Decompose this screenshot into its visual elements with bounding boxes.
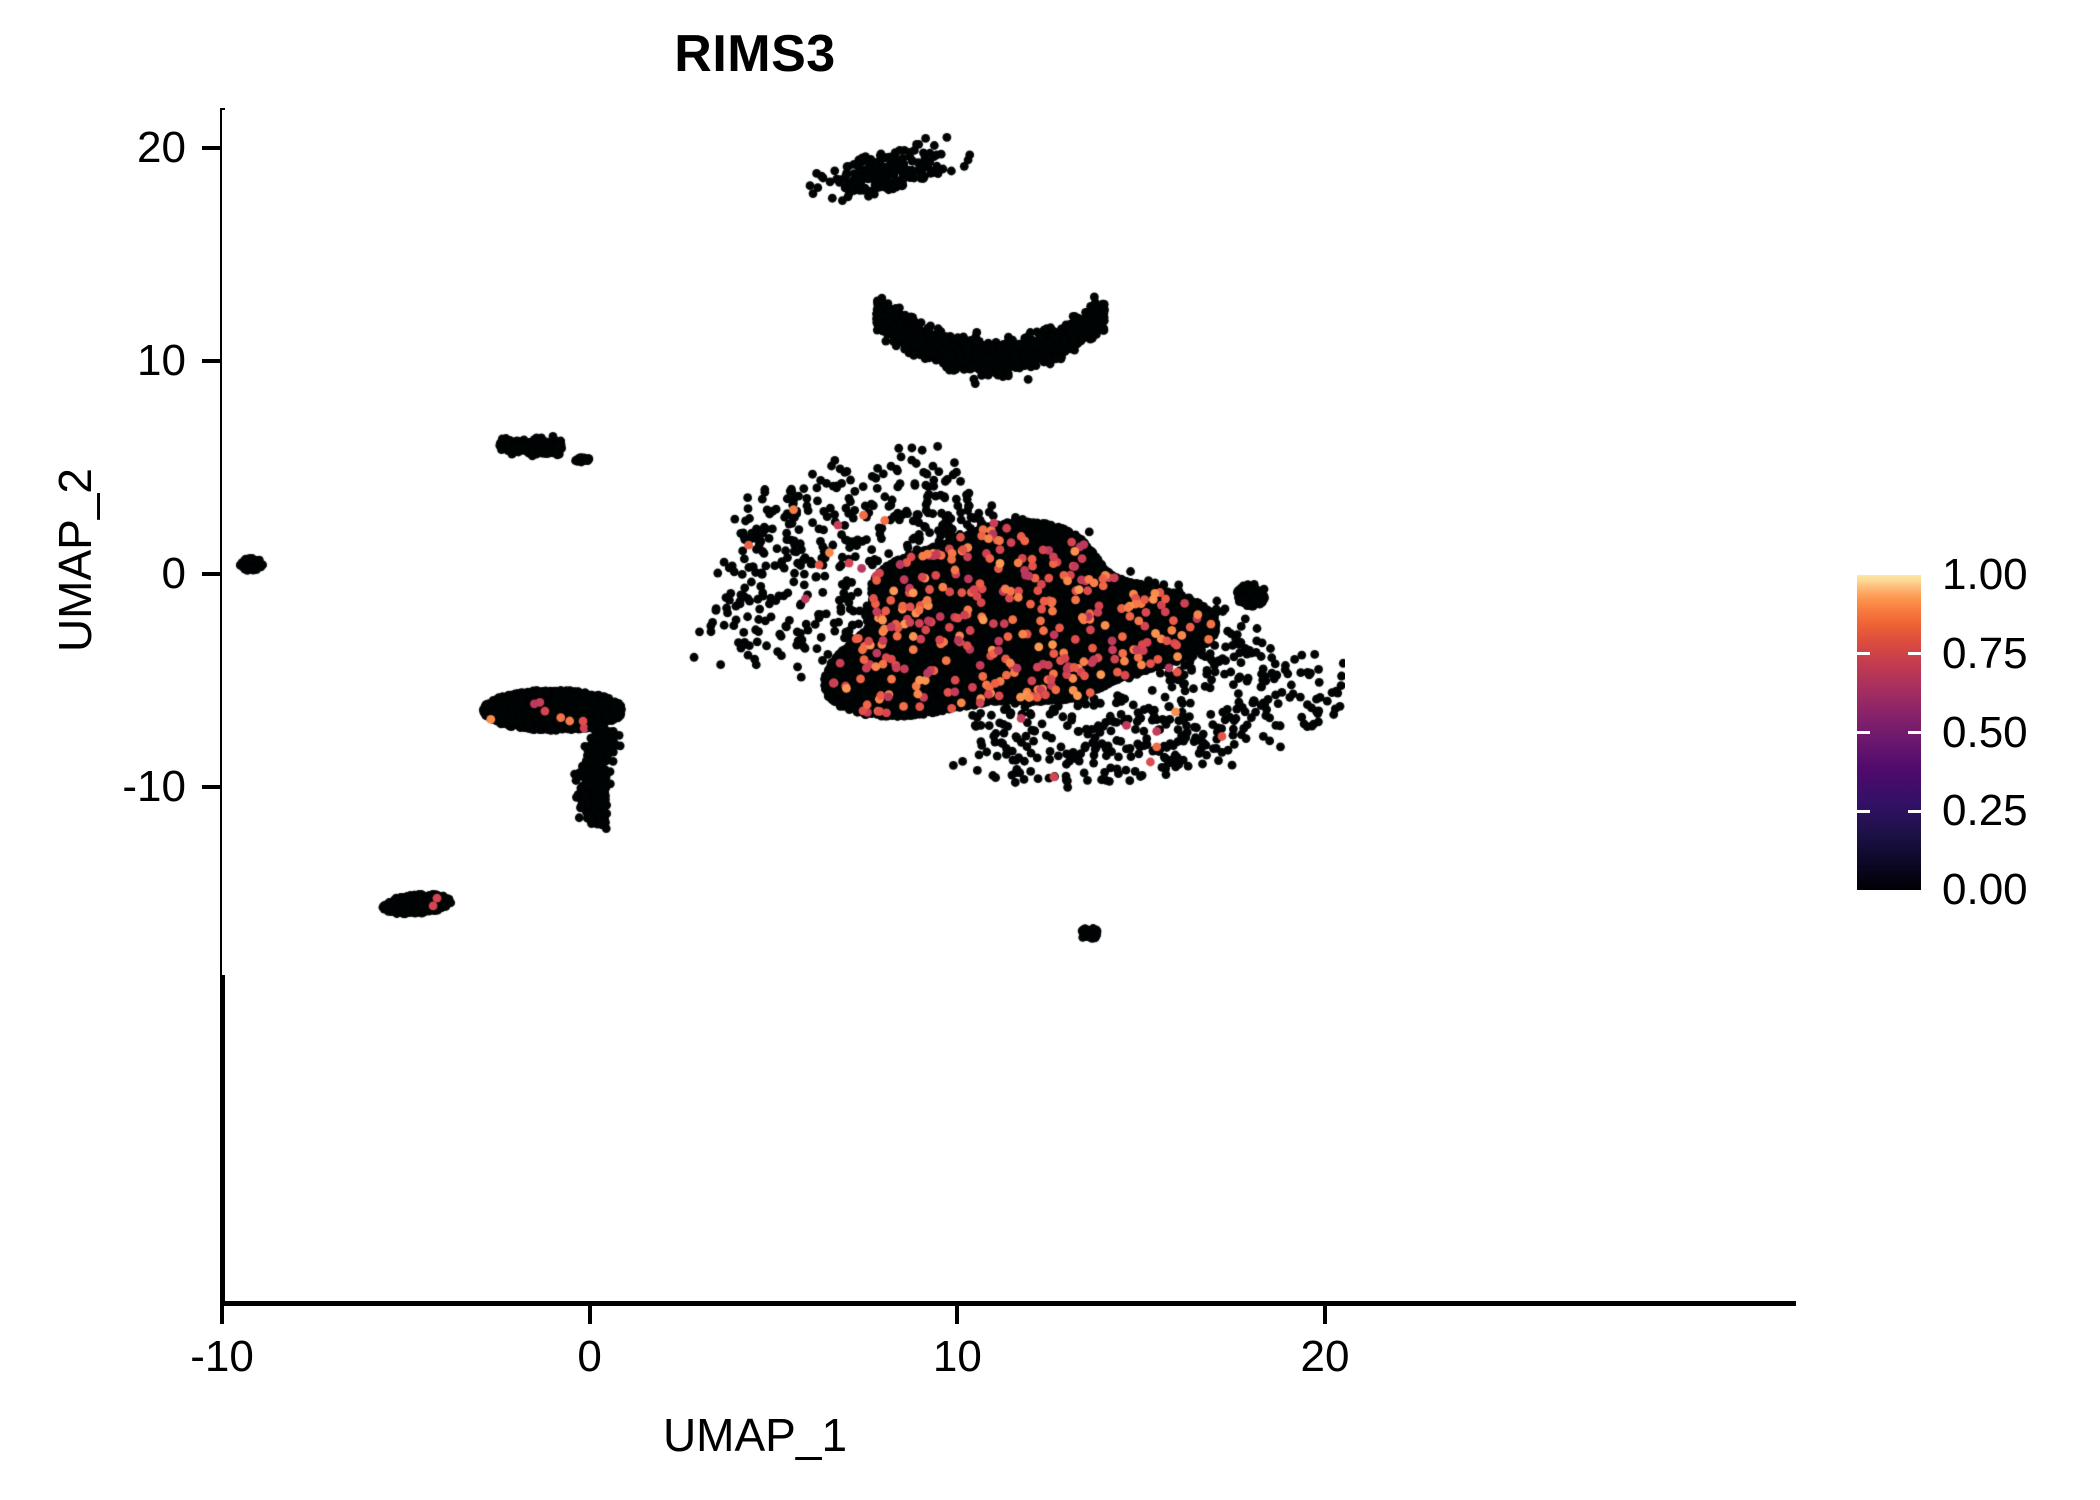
y-tick-10 [202,359,220,363]
colorbar-tick-0.25 [1908,809,1921,813]
x-tick-0 [587,1306,592,1324]
colorbar-tick-0.75 [1908,652,1921,656]
colorbar-label-0.75: 0.75 [1942,628,2028,678]
x-ticklabel--10: -10 [190,1332,254,1381]
x-ticklabel-10: 10 [932,1332,982,1381]
colorbar-tick-0.50 [1908,731,1921,734]
x-ticklabel-0: 0 [577,1332,602,1381]
colorbar-label-0.25: 0.25 [1942,786,2028,836]
x-tick-20 [1323,1306,1327,1324]
scatter-layer [222,110,1345,975]
colorbar-label-1.00: 1.00 [1942,550,2028,599]
x-ticklabel-20: 20 [1300,1332,1350,1381]
y-ticklabel-20: 20 [137,123,186,172]
y-ticklabel-0: 0 [161,549,186,598]
colorbar-label-0.50: 0.50 [1942,707,2028,757]
y-tick-0 [202,572,220,576]
colorbar-tick-0.25 [1857,809,1870,813]
x-axis-line [220,1301,1796,1306]
scatter-points-canvas [222,110,1345,975]
y-axis-title: UMAP_2 [49,467,101,653]
page-title: RIMS3 [674,25,836,83]
x-tick--10 [220,1306,224,1324]
y-tick--10 [202,785,220,789]
y-ticklabel-10: 10 [137,336,186,385]
colorbar-tick-0.75 [1857,652,1870,656]
colorbar-label-0.00: 0.00 [1942,865,2028,914]
y-ticklabel--10: -10 [122,762,186,811]
x-axis-title: UMAP_1 [662,1409,848,1461]
y-tick-20 [202,146,220,150]
colorbar-tick-0.50 [1857,731,1870,734]
x-tick-10 [955,1306,960,1324]
